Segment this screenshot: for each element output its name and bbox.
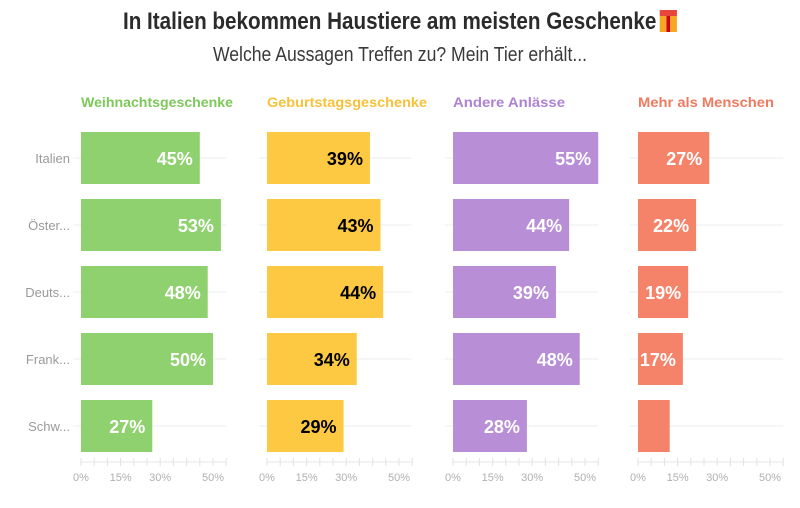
bar <box>638 199 697 251</box>
category-label: Öster... <box>28 218 70 233</box>
bar <box>267 199 381 251</box>
bar-value-label: 17% <box>640 350 676 370</box>
x-tick-label: 15% <box>482 472 504 484</box>
bar <box>81 199 221 251</box>
x-tick-label: 0% <box>630 472 646 484</box>
x-tick-label: 15% <box>110 472 132 484</box>
bar <box>81 400 153 452</box>
category-label: Schw... <box>28 419 70 434</box>
bar-value-label: 44% <box>526 216 562 236</box>
bar-value-label: 55% <box>555 149 591 169</box>
bar <box>453 400 527 452</box>
bar-value-label: 44% <box>340 283 376 303</box>
bar <box>638 266 689 318</box>
bar <box>267 132 370 184</box>
bar <box>453 333 580 385</box>
bar-value-label: 19% <box>645 283 681 303</box>
bar <box>267 333 357 385</box>
x-tick-label: 50% <box>202 472 224 484</box>
category-label: Deuts... <box>25 285 70 300</box>
panel-header: Andere Anlässe <box>453 94 565 110</box>
x-tick-label: 50% <box>574 472 596 484</box>
panel-header: Geburtstagsgeschenke <box>267 94 427 110</box>
bar-value-label: 43% <box>337 216 373 236</box>
x-tick-label: 0% <box>259 472 275 484</box>
x-tick-label: 50% <box>759 472 781 484</box>
bar <box>81 266 208 318</box>
x-tick-label: 15% <box>296 472 318 484</box>
bar <box>81 132 200 184</box>
bar-value-label: 45% <box>157 149 193 169</box>
bar-value-label: 28% <box>484 417 520 437</box>
bar-value-label: 53% <box>178 216 214 236</box>
chart-subtitle: Welche Aussagen Treffen zu? Mein Tier er… <box>212 44 588 66</box>
bar <box>453 266 556 318</box>
bar-value-label: 22% <box>653 216 689 236</box>
bar-value-label: 48% <box>537 350 573 370</box>
bar <box>638 333 683 385</box>
x-tick-label: 50% <box>388 472 410 484</box>
x-tick-label: 15% <box>667 472 689 484</box>
bar-value-label: 27% <box>666 149 702 169</box>
bar <box>267 266 384 318</box>
bar-value-label: 48% <box>165 283 201 303</box>
bar <box>638 132 710 184</box>
bar-value-label: 50% <box>170 350 206 370</box>
bar-value-label: 39% <box>327 149 363 169</box>
panel-header: Mehr als Menschen <box>638 94 774 110</box>
bar-value-label: 39% <box>513 283 549 303</box>
x-tick-label: 30% <box>335 472 357 484</box>
bar <box>638 400 670 452</box>
x-tick-label: 30% <box>521 472 543 484</box>
x-tick-label: 30% <box>149 472 171 484</box>
x-tick-label: 0% <box>73 472 89 484</box>
bar <box>453 199 570 251</box>
panel-header: Weihnachtsgeschenke <box>81 94 233 110</box>
category-label: Italien <box>35 151 70 166</box>
gift-icon <box>659 10 678 32</box>
x-tick-label: 30% <box>706 472 728 484</box>
bar <box>267 400 344 452</box>
bar-value-label: 29% <box>301 417 337 437</box>
bar <box>453 132 599 184</box>
bar-value-label: 34% <box>314 350 350 370</box>
bar-value-label: 27% <box>109 417 145 437</box>
category-label: Frank... <box>26 352 70 367</box>
x-tick-label: 0% <box>445 472 461 484</box>
bar <box>81 333 213 385</box>
chart-title-text: In Italien bekommen Haustiere am meisten… <box>122 8 657 35</box>
chart-title: In Italien bekommen Haustiere am meisten… <box>56 8 744 36</box>
